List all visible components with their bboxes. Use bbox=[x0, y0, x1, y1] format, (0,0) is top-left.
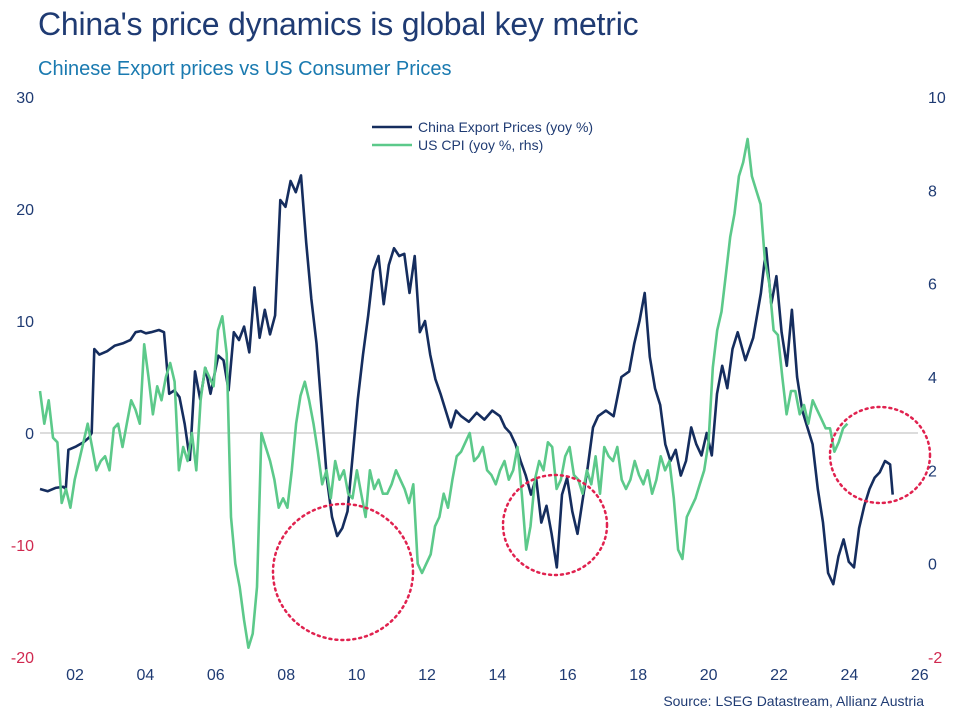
x-tick-label: 08 bbox=[277, 667, 295, 684]
x-tick-label: 12 bbox=[418, 667, 436, 684]
x-tick-label: 02 bbox=[66, 667, 84, 684]
legend-label-china: China Export Prices (yoy %) bbox=[418, 119, 593, 135]
legend-label-uscpi: US CPI (yoy %, rhs) bbox=[418, 137, 543, 153]
y-right-tick-label: 0 bbox=[928, 557, 937, 574]
x-tick-label: 26 bbox=[911, 667, 929, 684]
legend: China Export Prices (yoy %) US CPI (yoy … bbox=[372, 119, 593, 153]
y-left-tick-label: 30 bbox=[16, 90, 34, 107]
x-tick-label: 22 bbox=[770, 667, 788, 684]
highlight-circle bbox=[501, 473, 609, 577]
y-left-tick-label: 20 bbox=[16, 202, 34, 219]
y-right-tick-label: 10 bbox=[928, 90, 946, 107]
y-left-tick-label: 0 bbox=[25, 426, 34, 443]
chart-subtitle: Chinese Export prices vs US Consumer Pri… bbox=[38, 58, 452, 80]
y-right-tick-label: 8 bbox=[928, 183, 937, 200]
y-left-tick-label: 10 bbox=[16, 314, 34, 331]
y-left-tick-label: -20 bbox=[11, 650, 34, 667]
highlight-circle bbox=[828, 405, 932, 505]
highlight-circle bbox=[271, 502, 415, 642]
x-tick-label: 20 bbox=[700, 667, 718, 684]
x-tick-label: 06 bbox=[207, 667, 225, 684]
x-tick-label: 24 bbox=[841, 667, 859, 684]
y-left-tick-label: -10 bbox=[11, 538, 34, 555]
x-tick-label: 04 bbox=[137, 667, 155, 684]
y-right-tick-label: -2 bbox=[928, 650, 942, 667]
x-tick-label: 10 bbox=[348, 667, 366, 684]
x-tick-label: 14 bbox=[489, 667, 507, 684]
source-note: Source: LSEG Datastream, Allianz Austria bbox=[663, 693, 924, 709]
y-right-tick-label: 4 bbox=[928, 370, 937, 387]
chart-title: China's price dynamics is global key met… bbox=[38, 6, 639, 42]
y-right-tick-label: 2 bbox=[928, 463, 937, 480]
y-right-tick-label: 6 bbox=[928, 277, 937, 294]
x-tick-label: 16 bbox=[559, 667, 577, 684]
x-tick-label: 18 bbox=[629, 667, 647, 684]
series-line-china bbox=[39, 174, 894, 586]
series-line-uscpi bbox=[38, 137, 849, 650]
